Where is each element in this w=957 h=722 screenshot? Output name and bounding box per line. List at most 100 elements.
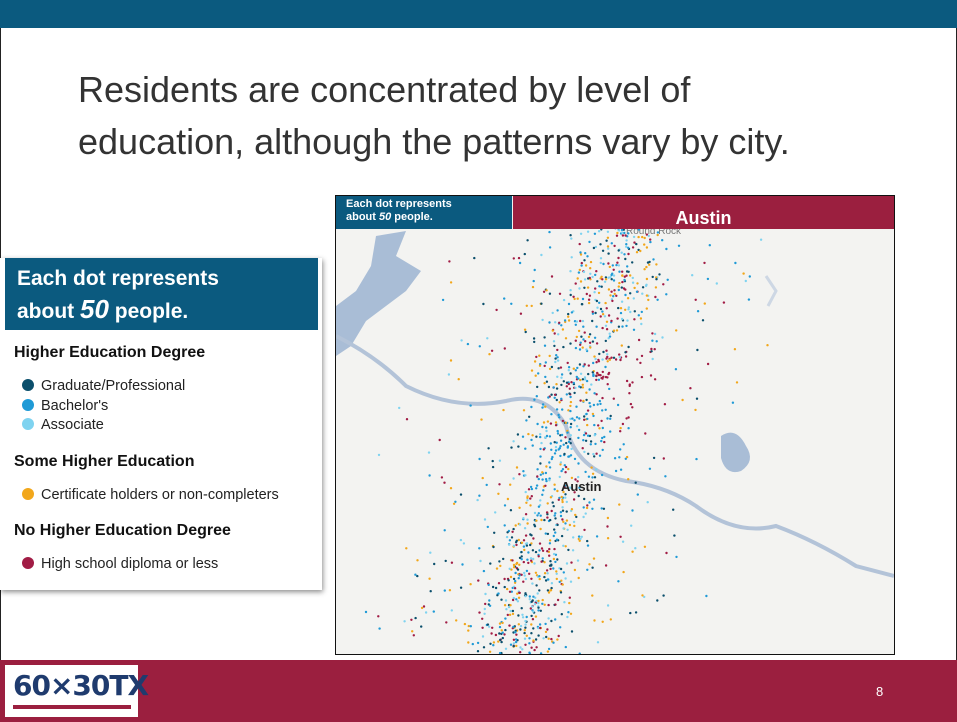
map-dot bbox=[523, 571, 526, 575]
map-dot bbox=[541, 403, 545, 406]
map-dot bbox=[522, 560, 525, 564]
map-dot bbox=[621, 274, 624, 277]
map-dot bbox=[525, 304, 528, 307]
map-dot bbox=[515, 539, 518, 542]
map-dot bbox=[508, 613, 512, 616]
map-dot bbox=[612, 274, 616, 277]
map-dot bbox=[631, 550, 634, 553]
map-dot bbox=[629, 310, 632, 314]
map-dot bbox=[492, 545, 495, 549]
map-dot bbox=[556, 348, 559, 352]
map-dot bbox=[525, 615, 528, 619]
map-dot bbox=[563, 486, 566, 489]
map-dot bbox=[503, 604, 507, 607]
map-dot bbox=[584, 264, 588, 267]
map-dot bbox=[546, 589, 550, 592]
map-dot bbox=[557, 498, 560, 501]
map-dot bbox=[652, 456, 656, 460]
map-dot bbox=[600, 275, 603, 278]
map-dot bbox=[519, 312, 523, 315]
map-dot bbox=[703, 261, 706, 265]
map-dot bbox=[531, 618, 535, 621]
map-dot bbox=[527, 432, 530, 436]
map-dot bbox=[619, 307, 623, 310]
map-dot bbox=[658, 273, 661, 276]
map-dot bbox=[620, 286, 623, 289]
map-dot bbox=[627, 345, 630, 349]
map-dot bbox=[578, 652, 581, 654]
map-dot bbox=[566, 446, 569, 449]
map-dot bbox=[483, 607, 486, 611]
map-dot bbox=[593, 476, 597, 479]
map-dot bbox=[506, 587, 509, 591]
map-dot bbox=[505, 535, 509, 539]
map-dot bbox=[615, 263, 618, 267]
map-dot bbox=[559, 434, 562, 437]
map-dot bbox=[478, 611, 481, 614]
legend-item: Graduate/Professional bbox=[22, 378, 185, 394]
map-dot bbox=[560, 324, 563, 327]
map-dot bbox=[556, 598, 560, 602]
map-dot bbox=[546, 513, 549, 516]
map-dot bbox=[556, 375, 559, 378]
map-dot bbox=[587, 298, 591, 301]
map-dot bbox=[564, 465, 568, 469]
map-dot bbox=[576, 559, 580, 562]
map-dot bbox=[569, 442, 572, 445]
map-dot bbox=[617, 229, 621, 232]
map-dot bbox=[609, 275, 612, 279]
map-dot bbox=[575, 425, 579, 428]
map-dot bbox=[624, 293, 627, 297]
map-dot bbox=[533, 603, 537, 606]
map-dot bbox=[476, 650, 480, 653]
map-dot bbox=[539, 473, 542, 476]
map-dot bbox=[549, 496, 553, 499]
map-dot bbox=[640, 310, 643, 314]
map-dot bbox=[549, 560, 552, 563]
map-dot bbox=[497, 582, 501, 585]
map-dot bbox=[631, 281, 635, 284]
map-dot bbox=[556, 489, 559, 493]
map-dot bbox=[568, 387, 571, 390]
map-dot bbox=[618, 281, 621, 285]
map-dot bbox=[597, 378, 601, 381]
map-dot bbox=[734, 261, 737, 265]
map-dot bbox=[577, 535, 581, 538]
map-dot bbox=[601, 436, 604, 440]
map-dot bbox=[570, 508, 574, 511]
map-dot bbox=[398, 406, 401, 410]
map-dot bbox=[504, 617, 507, 620]
map-dot bbox=[529, 607, 532, 610]
map-dot bbox=[547, 647, 551, 651]
legend-swatch bbox=[22, 557, 34, 569]
map-dot bbox=[601, 249, 605, 252]
map-canvas: Round Rock Austin bbox=[336, 224, 894, 654]
map-dot bbox=[611, 264, 614, 267]
map-dot bbox=[567, 312, 570, 316]
map-dot bbox=[561, 509, 565, 512]
map-dot bbox=[575, 515, 578, 519]
map-dot bbox=[560, 613, 563, 616]
map-dot bbox=[569, 426, 572, 429]
map-dot bbox=[619, 426, 622, 430]
map-dot bbox=[585, 412, 588, 416]
map-dot bbox=[520, 607, 523, 610]
map-dot bbox=[482, 302, 485, 306]
map-dot bbox=[586, 417, 589, 421]
lake bbox=[721, 432, 750, 473]
map-dot bbox=[521, 613, 524, 616]
map-dot bbox=[570, 447, 573, 451]
map-dot bbox=[364, 610, 368, 614]
map-dot bbox=[589, 346, 592, 349]
map-dot bbox=[604, 365, 607, 369]
map-dot bbox=[378, 627, 381, 630]
map-dot bbox=[569, 454, 573, 457]
legend-label: Certificate holders or non-completers bbox=[41, 486, 279, 503]
map-dot bbox=[548, 547, 551, 551]
map-dot bbox=[606, 353, 609, 356]
map-dot bbox=[488, 599, 491, 602]
map-dot bbox=[598, 399, 601, 403]
map-dot bbox=[582, 506, 585, 509]
map-dot bbox=[529, 543, 532, 547]
map-dot bbox=[568, 437, 572, 441]
